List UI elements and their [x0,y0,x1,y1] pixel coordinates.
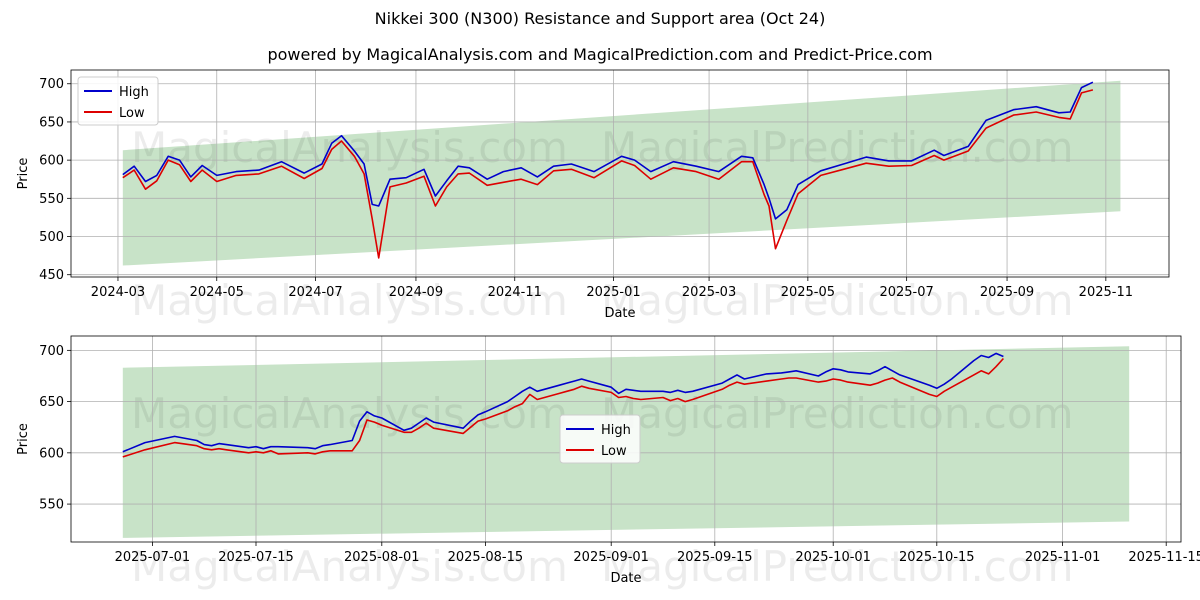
y-tick-label: 550 [39,498,64,513]
x-tick-label: 2025-10-01 [795,550,871,565]
x-tick-label: 2025-08-15 [448,550,524,565]
support-resistance-band [122,80,1121,266]
x-axis-label: Date [604,306,635,321]
legend-label-high: High [601,423,631,438]
y-axis-label: Price [16,423,31,455]
watermark-text: MagicalPrediction.com [601,276,1074,325]
y-tick-label: 650 [39,395,64,410]
plot-frame [70,69,1170,278]
x-axis-label: Date [610,571,641,586]
chart-title: Nikkei 300 (N300) Resistance and Support… [374,9,826,28]
x-tick-label: 2024-07 [288,285,342,300]
x-tick-label: 2024-11 [488,285,542,300]
x-tick-label: 2025-09-01 [573,550,649,565]
chart-1: MagicalAnalysis.com MagicalAnalysis.com Ma… [16,69,1170,325]
x-tick-label: 2025-05 [781,285,835,300]
y-tick-label: 500 [39,230,64,245]
watermark-text: MagicalAnalysis.com [131,542,568,591]
watermark-text: MagicalPrediction.com [601,389,1074,438]
watermark-text: MagicalAnalysis.com [131,123,568,172]
series-line-low [122,89,1094,259]
watermark-text: MagicalPrediction.com [601,542,1074,591]
x-tick-label: 2025-11-15 [1128,550,1200,565]
x-tick-label: 2024-05 [190,285,244,300]
x-tick-label: 2025-09-15 [677,550,753,565]
series-line-low [122,357,1004,458]
x-tick-label: 2025-10-15 [899,550,975,565]
x-tick-label: 2025-07-15 [218,550,294,565]
x-tick-label: 2025-01 [586,285,640,300]
x-tick-label: 2025-09 [980,285,1034,300]
legend: High Low [559,414,641,464]
chart-2: MagicalAnalysis.com MagicalAnalysis.com Ma… [16,335,1200,591]
x-tick-label: 2025-07 [879,285,933,300]
watermark-text: MagicalAnalysis.com [131,276,568,325]
series-line-high [122,81,1094,220]
x-tick-label: 2024-03 [91,285,145,300]
x-tick-label: 2025-11 [1079,285,1133,300]
y-tick-label: 450 [39,268,64,283]
y-axis-label: Price [16,158,31,190]
x-tick-label: 2024-09 [389,285,443,300]
chart-subtitle: powered by MagicalAnalysis.com and Magic… [267,45,933,64]
legend-label-low: Low [119,106,145,121]
x-tick-label: 2025-11-01 [1025,550,1101,565]
legend-label-low: Low [601,444,627,459]
legend-label-high: High [119,85,149,100]
y-tick-label: 600 [39,154,64,169]
plot-frame [70,335,1182,543]
y-tick-label: 650 [39,115,64,130]
watermark-text: MagicalPrediction.com [601,123,1074,172]
series-line-high [122,352,1004,453]
y-tick-label: 550 [39,192,64,207]
x-tick-label: 2025-08-01 [344,550,420,565]
y-tick-label: 600 [39,446,64,461]
y-tick-label: 700 [39,344,64,359]
legend: High Low [77,76,159,126]
watermark-text: MagicalAnalysis.com [131,389,568,438]
x-tick-label: 2025-03 [682,285,736,300]
x-tick-label: 2025-07-01 [115,550,191,565]
y-tick-label: 700 [39,77,64,92]
